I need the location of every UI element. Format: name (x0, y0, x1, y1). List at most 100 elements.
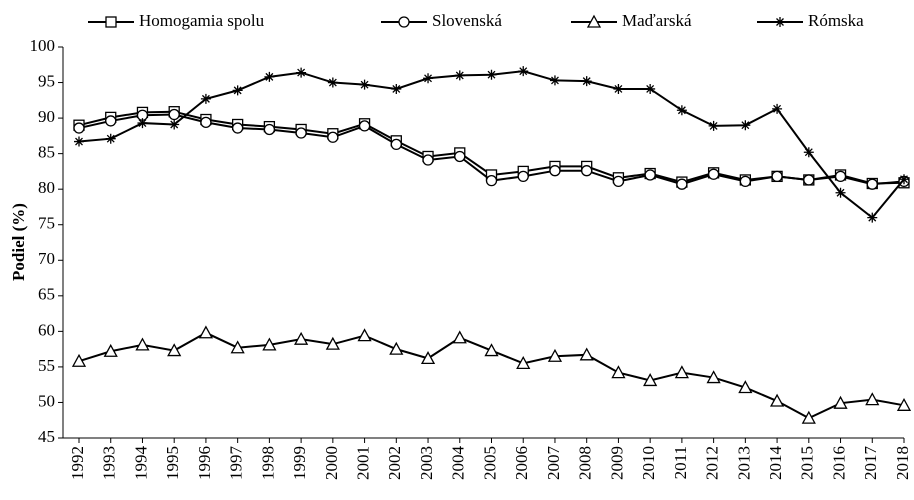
marker-triangle (294, 331, 309, 345)
marker-circle (168, 108, 180, 121)
marker-triangle (579, 347, 594, 361)
marker (264, 71, 275, 82)
marker-triangle (452, 330, 467, 344)
marker (296, 67, 307, 78)
marker-star (645, 83, 656, 94)
marker-triangle (865, 392, 880, 406)
marker (105, 16, 117, 28)
marker-triangle (801, 410, 816, 424)
marker (73, 122, 85, 134)
marker-circle (803, 174, 815, 186)
marker-star (835, 187, 846, 198)
marker (586, 14, 602, 28)
marker-circle (390, 138, 402, 151)
marker (645, 83, 656, 94)
marker-triangle (611, 365, 626, 379)
marker-star (549, 75, 560, 86)
marker (359, 79, 370, 90)
legend-label: Slovenská (432, 11, 502, 30)
marker (769, 393, 785, 407)
marker (865, 392, 880, 406)
marker (262, 337, 277, 351)
marker-triangle (135, 337, 150, 351)
marker-triangle (738, 380, 753, 394)
marker-triangle (420, 351, 436, 365)
marker-triangle (484, 343, 499, 357)
marker (613, 83, 624, 94)
marker (612, 175, 625, 188)
marker (834, 170, 847, 183)
marker (674, 365, 689, 379)
marker (169, 119, 180, 130)
marker (516, 355, 531, 370)
marker (358, 120, 371, 132)
marker-star (613, 83, 624, 94)
marker-triangle (357, 328, 372, 342)
legend-label: Homogamia spolu (139, 11, 265, 30)
marker-star (740, 120, 751, 131)
marker-star (899, 174, 909, 185)
x-tick-label: 2016 (829, 446, 848, 480)
marker-star (264, 71, 275, 82)
y-tick-label: 85 (38, 143, 55, 162)
marker (866, 178, 878, 190)
y-tick-label: 100 (30, 36, 56, 55)
marker (899, 174, 909, 185)
marker-triangle (706, 370, 721, 384)
marker (423, 73, 434, 84)
marker-square (105, 16, 117, 28)
marker-star (359, 79, 370, 90)
marker-triangle (71, 353, 87, 367)
y-tick-label: 80 (38, 178, 55, 197)
y-tick-label: 95 (38, 71, 55, 90)
marker-circle (866, 178, 878, 190)
x-tick-label: 1996 (195, 446, 214, 480)
marker (167, 343, 182, 357)
marker (168, 108, 180, 121)
marker-circle (105, 115, 117, 127)
marker-triangle (833, 395, 848, 409)
marker-star (137, 118, 148, 129)
x-tick-label: 2015 (798, 446, 817, 480)
marker-circle (739, 175, 751, 188)
marker-triangle (389, 341, 404, 355)
marker-star (803, 147, 814, 158)
marker-circle (73, 122, 85, 134)
marker (390, 138, 402, 151)
marker (738, 380, 753, 394)
marker (232, 85, 243, 96)
x-tick-label: 2005 (480, 446, 499, 480)
marker-star (708, 120, 719, 131)
marker (803, 147, 814, 158)
x-tick-label: 2014 (766, 446, 785, 481)
x-tick-label: 2001 (353, 446, 372, 480)
legend-label: Rómska (808, 11, 864, 30)
marker-star (867, 212, 878, 223)
marker (611, 365, 626, 379)
marker (867, 212, 878, 223)
marker (581, 76, 592, 87)
marker-circle (517, 170, 529, 183)
marker (775, 17, 785, 27)
marker (232, 122, 244, 134)
marker (801, 410, 816, 424)
marker-triangle (325, 336, 340, 350)
marker-star (775, 17, 785, 27)
legend-label: Maďarská (622, 11, 692, 30)
marker-star (169, 119, 180, 130)
marker-triangle (643, 373, 658, 387)
x-tick-label: 1997 (227, 446, 246, 481)
marker (676, 178, 688, 190)
marker-circle (581, 165, 593, 177)
marker (896, 397, 912, 411)
marker (484, 343, 499, 357)
marker-star (454, 70, 465, 81)
marker-triangle (103, 343, 118, 357)
marker (740, 120, 751, 131)
marker (327, 77, 338, 88)
x-tick-label: 1994 (131, 446, 150, 481)
x-tick-label: 2010 (639, 446, 658, 480)
x-tick-label: 2007 (544, 446, 563, 481)
x-tick-label: 1998 (258, 446, 277, 480)
marker-circle (644, 169, 656, 181)
